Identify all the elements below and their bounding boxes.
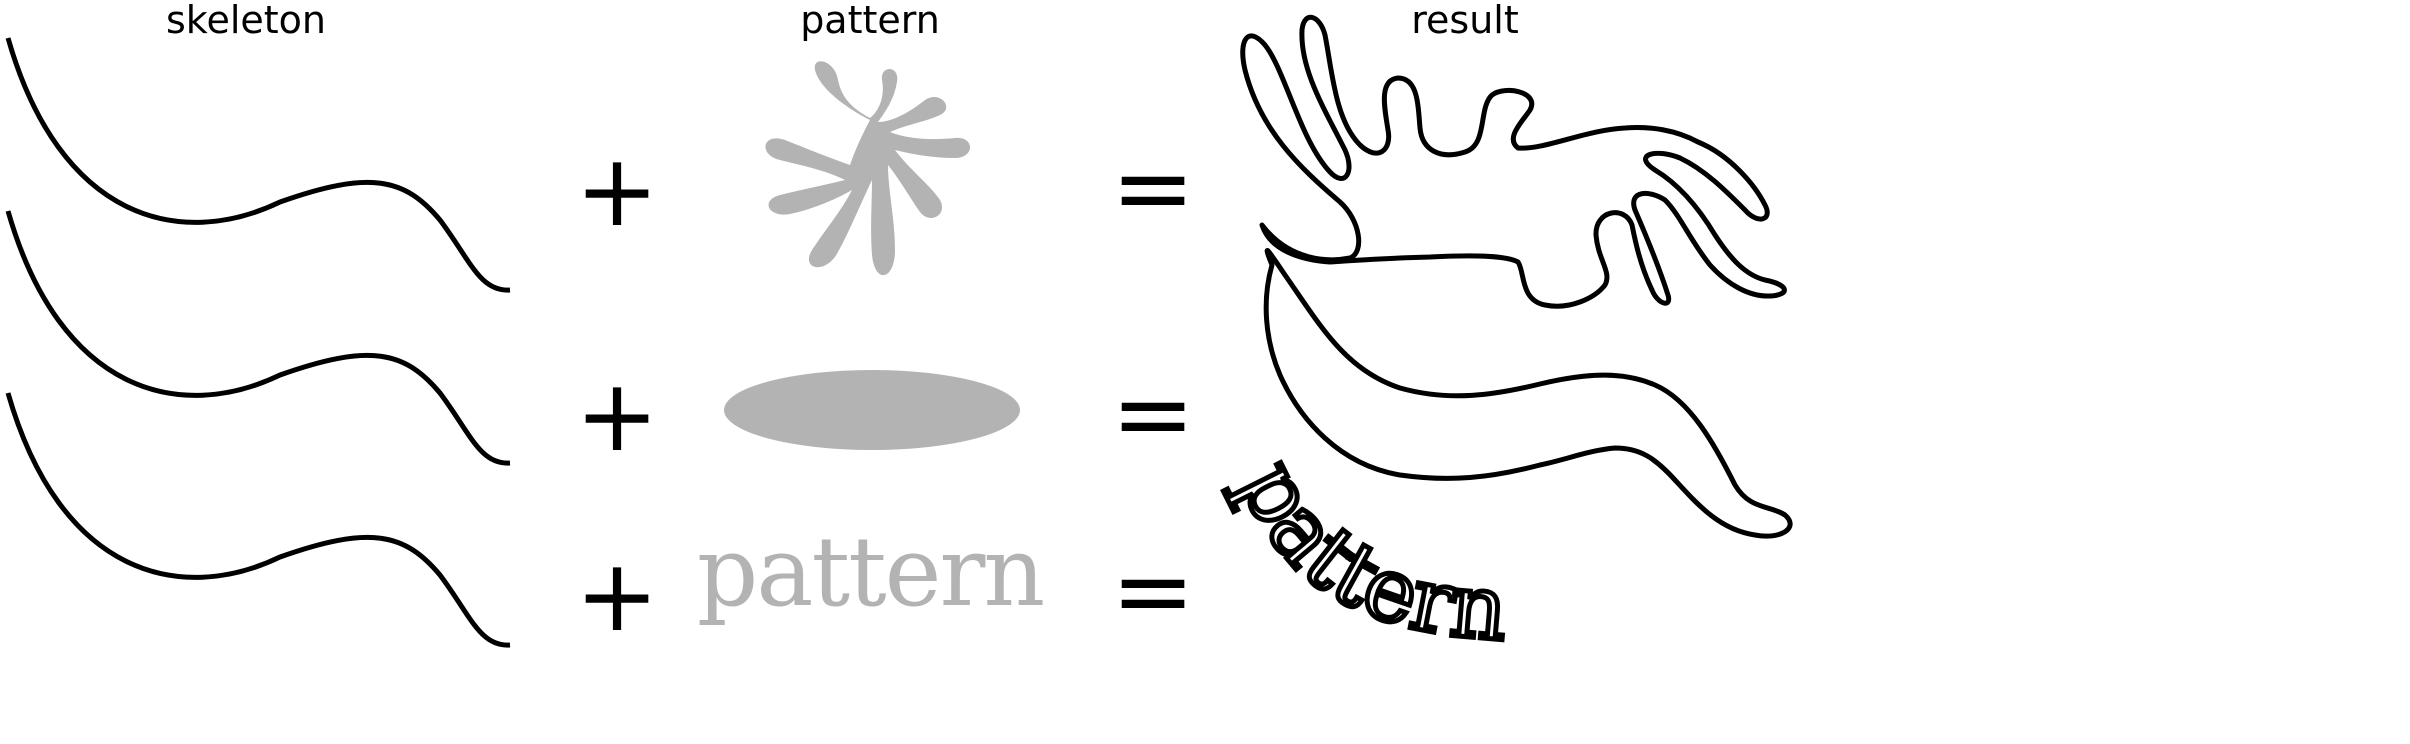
equals-operator-3: = <box>1111 532 1195 649</box>
pattern-splat <box>765 61 970 276</box>
header-pattern: pattern <box>800 0 940 42</box>
plus-operator-3: + <box>575 537 659 654</box>
plus-operator-1: + <box>575 132 659 249</box>
skeleton-curve <box>8 393 510 645</box>
skeleton-row-3 <box>8 393 510 645</box>
plus-operator-2: + <box>575 357 659 474</box>
equals-operator-1: = <box>1111 129 1195 246</box>
skeleton-row-2 <box>8 211 510 463</box>
skeleton-curve <box>8 38 510 290</box>
pattern-text: pattern <box>697 516 1044 628</box>
result-splat-along-skeleton <box>1240 15 1787 309</box>
header-skeleton: skeleton <box>166 0 326 42</box>
equals-operator-2: = <box>1111 355 1195 472</box>
skeleton-curve <box>8 211 510 463</box>
header-result: result <box>1411 0 1519 42</box>
result-ellipse-along-skeleton <box>1263 248 1793 539</box>
skeleton-row-1 <box>8 38 510 290</box>
pattern-ellipse <box>724 370 1020 450</box>
